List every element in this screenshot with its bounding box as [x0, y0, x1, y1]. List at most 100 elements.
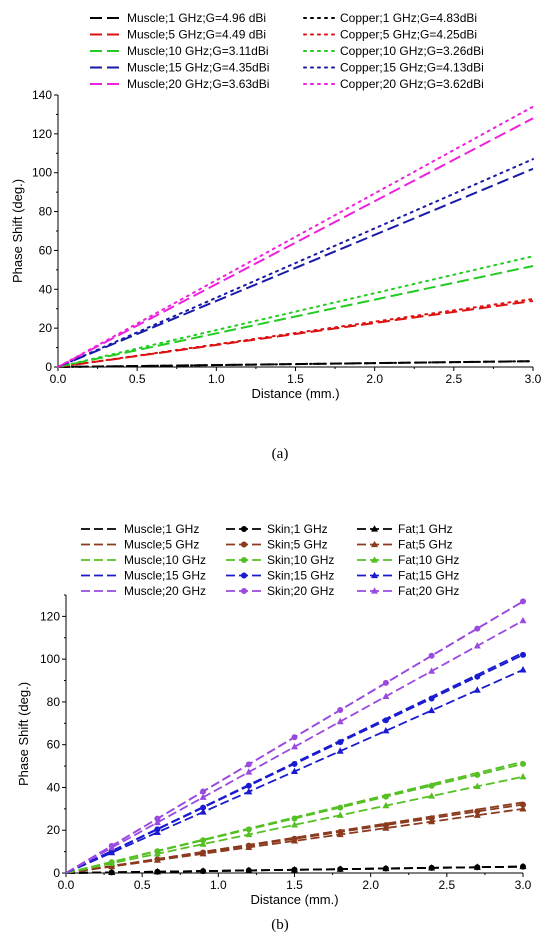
- legend-label: Muscle;15 GHz: [124, 569, 206, 583]
- data-point: [337, 739, 344, 746]
- legend-marker: [241, 541, 247, 548]
- legend-label: Muscle;1 GHz;G=4.96 dBi: [127, 11, 266, 25]
- data-point: [291, 743, 298, 750]
- data-point: [291, 865, 298, 873]
- legend-label: Skin;10 GHz: [267, 553, 334, 567]
- data-point: [428, 864, 436, 871]
- panel-b-caption: (b): [271, 917, 289, 933]
- data-point: [382, 717, 389, 724]
- data-point: [382, 793, 389, 800]
- data-point: [245, 843, 253, 850]
- y-tick-label: 80: [47, 695, 61, 709]
- y-tick-label: 40: [39, 282, 53, 296]
- data-point: [108, 859, 116, 866]
- data-point: [473, 642, 481, 649]
- data-point: [200, 788, 207, 795]
- y-tick-label: 80: [39, 205, 53, 219]
- data-point: [474, 673, 481, 680]
- legend-label: Skin;15 GHz: [267, 569, 334, 583]
- data-point: [108, 862, 116, 870]
- legend-marker: [371, 525, 378, 532]
- x-tick-label: 2.0: [362, 878, 379, 892]
- y-tick-label: 60: [47, 738, 61, 752]
- y-tick-label: 20: [39, 321, 53, 335]
- x-tick-label: 2.5: [445, 372, 462, 386]
- data-point: [245, 866, 253, 874]
- data-point: [474, 808, 481, 815]
- legend-label: Copper;1 GHz;G=4.83dBi: [340, 11, 477, 25]
- series-line-copper-1ghz: [57, 360, 534, 368]
- legend-label: Copper;5 GHz;G=4.25dBi: [340, 28, 477, 42]
- x-tick-label: 2.0: [366, 372, 383, 386]
- data-point: [337, 804, 344, 811]
- x-tick-label: 3.0: [515, 878, 532, 892]
- legend-label: Muscle;5 GHz: [124, 538, 199, 552]
- data-point: [336, 830, 344, 838]
- data-point: [382, 726, 390, 734]
- data-point: [336, 811, 344, 818]
- y-tick-label: 100: [40, 652, 60, 666]
- data-point: [473, 863, 481, 870]
- y-axis-title: Phase Shift (deg.): [10, 179, 25, 283]
- series-line-copper-15ghz: [57, 158, 534, 368]
- y-tick-label: 60: [39, 243, 53, 257]
- data-point: [108, 868, 116, 875]
- legend-label: Skin;5 GHz: [267, 538, 328, 552]
- series-line-muscle-10ghz: [57, 264, 534, 368]
- legend-marker: [371, 540, 378, 548]
- data-point: [428, 817, 436, 825]
- data-point: [291, 760, 298, 767]
- series-line-copper-5ghz: [57, 298, 534, 368]
- data-point: [199, 840, 207, 847]
- data-point: [200, 837, 207, 844]
- x-tick-label: 0.5: [129, 372, 146, 386]
- legend-label: Muscle;10 GHz: [124, 553, 206, 567]
- data-point: [291, 734, 298, 741]
- data-point: [428, 706, 436, 714]
- legend-label: Muscle;15 GHz;G=4.35dBi: [127, 61, 269, 75]
- data-point: [382, 824, 390, 831]
- panel-b-chart: 0.0 0.5 1.0 1.5 2.0 2.5 3.0 0 20 40 60 80 100 120 Dist…: [16, 522, 532, 907]
- data-point: [473, 686, 481, 693]
- legend-label: Muscle;5 GHz;G=4.49 dBi: [127, 28, 266, 42]
- y-tick-label: 140: [32, 88, 52, 102]
- y-tick-label: 100: [32, 166, 52, 180]
- data-point: [200, 804, 207, 811]
- panel-a-caption: (a): [272, 446, 289, 462]
- data-point: [199, 867, 207, 874]
- y-tick-label: 0: [53, 866, 60, 880]
- data-point: [153, 867, 161, 875]
- x-tick-label: 1.0: [210, 878, 227, 892]
- legend-marker: [371, 556, 378, 563]
- x-tick-label: 3.0: [525, 372, 542, 386]
- data-point: [519, 616, 527, 624]
- x-axis-title: Distance (mm.): [250, 892, 338, 907]
- legend-marker: [241, 588, 247, 594]
- legend-label: Skin;20 GHz: [267, 584, 334, 598]
- data-point: [154, 815, 161, 822]
- legend-label: Muscle;20 GHz: [124, 584, 206, 598]
- legend-label: Fat;1 GHz: [398, 522, 453, 536]
- data-point: [382, 679, 389, 686]
- data-point: [153, 849, 161, 857]
- legend-label: Fat;10 GHz: [398, 553, 459, 567]
- legend-marker: [241, 572, 247, 579]
- data-point: [291, 767, 298, 775]
- series-line-copper-20ghz: [57, 105, 534, 368]
- data-point: [382, 864, 390, 872]
- legend-marker: [241, 557, 247, 563]
- data-point: [474, 771, 481, 778]
- data-point: [245, 787, 253, 795]
- x-tick-label: 1.5: [286, 878, 303, 892]
- data-point: [153, 828, 161, 835]
- data-point: [153, 818, 161, 826]
- y-tick-label: 120: [40, 609, 60, 623]
- data-point: [245, 782, 252, 789]
- data-point: [291, 821, 298, 828]
- legend-label: Copper;20 GHz;G=3.62dBi: [340, 77, 484, 91]
- data-point: [382, 801, 390, 809]
- data-point: [245, 768, 253, 775]
- data-point: [291, 837, 298, 844]
- data-point: [474, 625, 481, 632]
